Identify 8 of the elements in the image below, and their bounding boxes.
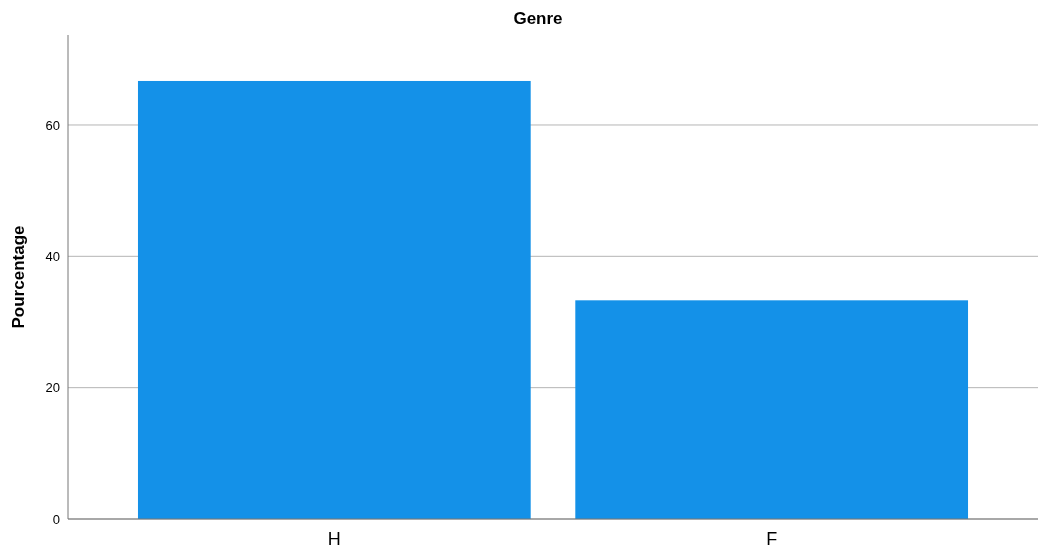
- x-tick-label: H: [327, 529, 341, 549]
- y-axis-title: Pourcentage: [9, 225, 28, 329]
- y-tick-label: 60: [45, 117, 60, 133]
- y-tick-label: 0: [52, 511, 60, 527]
- y-tick-label: 40: [45, 248, 60, 264]
- y-tick-label: 20: [45, 380, 60, 396]
- chart-title: Genre: [513, 9, 563, 28]
- x-tick-label: F: [766, 529, 778, 549]
